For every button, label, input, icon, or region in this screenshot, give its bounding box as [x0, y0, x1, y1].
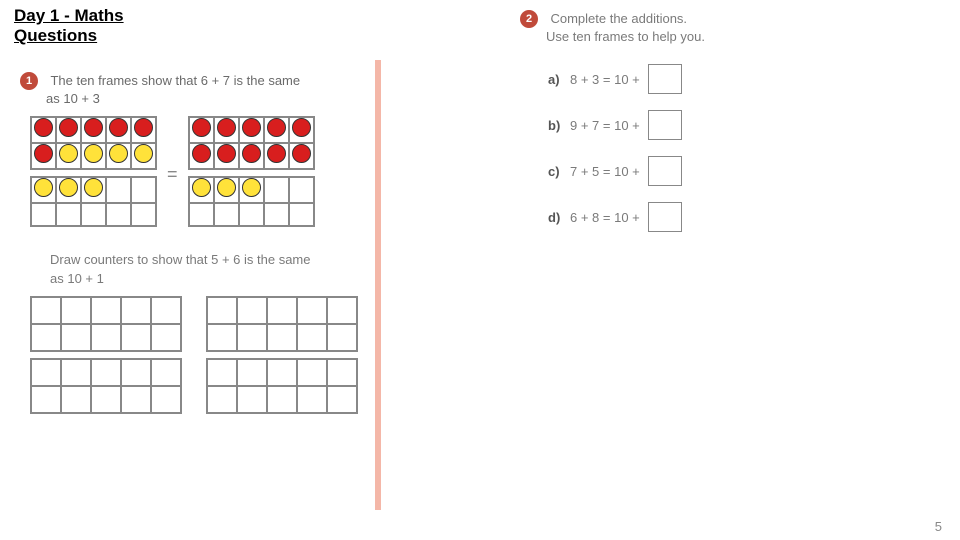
q1-intro-a1: The ten frames show that 6 + 7 is the sa…	[50, 73, 300, 88]
red-counter-icon	[292, 144, 311, 163]
q2-item: b)9 + 7 = 10 +	[548, 110, 870, 140]
yellow-counter-icon	[217, 178, 236, 197]
red-counter-icon	[192, 144, 211, 163]
red-counter-icon	[59, 118, 78, 137]
yellow-counter-icon	[84, 178, 103, 197]
answer-box[interactable]	[648, 110, 682, 140]
yellow-counter-icon	[84, 144, 103, 163]
yellow-counter-icon	[59, 144, 78, 163]
q2-item: c)7 + 5 = 10 +	[548, 156, 870, 186]
q2-line2: Use ten frames to help you.	[546, 28, 870, 46]
tenframe-empty-4[interactable]	[206, 358, 358, 414]
q2-item-label: b)	[548, 118, 570, 133]
yellow-counter-icon	[109, 144, 128, 163]
q1-frames-a: =	[30, 116, 370, 233]
q1-intro-a2: as 10 + 3	[46, 90, 370, 108]
tenframe-right-top	[188, 116, 315, 170]
question-2: 2 Complete the additions. Use ten frames…	[520, 10, 870, 248]
red-counter-icon	[192, 118, 211, 137]
q2-item: a)8 + 3 = 10 +	[548, 64, 870, 94]
q1-intro-b1: Draw counters to show that 5 + 6 is the …	[50, 251, 370, 269]
page-number: 5	[935, 519, 942, 534]
tenframe-right-bottom	[188, 176, 315, 227]
q2-item-label: d)	[548, 210, 570, 225]
page-title: Day 1 - Maths Questions	[14, 6, 124, 47]
red-counter-icon	[242, 118, 261, 137]
yellow-counter-icon	[34, 178, 53, 197]
red-counter-icon	[267, 144, 286, 163]
yellow-counter-icon	[134, 144, 153, 163]
red-counter-icon	[134, 118, 153, 137]
q1-frames-b	[30, 296, 370, 420]
tenframe-empty-3[interactable]	[206, 296, 358, 352]
center-divider	[375, 60, 381, 510]
q2-item-equation: 8 + 3 = 10 +	[570, 72, 640, 87]
red-counter-icon	[84, 118, 103, 137]
tenframe-empty-1[interactable]	[30, 296, 182, 352]
red-counter-icon	[217, 118, 236, 137]
red-counter-icon	[267, 118, 286, 137]
answer-box[interactable]	[648, 64, 682, 94]
red-counter-icon	[34, 144, 53, 163]
q2-item: d)6 + 8 = 10 +	[548, 202, 870, 232]
q1-intro-b2: as 10 + 1	[50, 270, 370, 288]
q1-badge: 1	[20, 72, 38, 90]
red-counter-icon	[242, 144, 261, 163]
answer-box[interactable]	[648, 156, 682, 186]
question-1: 1 The ten frames show that 6 + 7 is the …	[20, 72, 370, 420]
tenframe-left-bottom	[30, 176, 157, 227]
q2-item-equation: 7 + 5 = 10 +	[570, 164, 640, 179]
red-counter-icon	[109, 118, 128, 137]
answer-box[interactable]	[648, 202, 682, 232]
tenframe-empty-2[interactable]	[30, 358, 182, 414]
q2-item-label: c)	[548, 164, 570, 179]
tenframe-left-top	[30, 116, 157, 170]
q2-badge: 2	[520, 10, 538, 28]
yellow-counter-icon	[59, 178, 78, 197]
yellow-counter-icon	[242, 178, 261, 197]
red-counter-icon	[217, 144, 236, 163]
red-counter-icon	[34, 118, 53, 137]
q2-item-equation: 6 + 8 = 10 +	[570, 210, 640, 225]
yellow-counter-icon	[192, 178, 211, 197]
equals-sign: =	[167, 164, 178, 185]
red-counter-icon	[292, 118, 311, 137]
q2-item-equation: 9 + 7 = 10 +	[570, 118, 640, 133]
q2-line1: Complete the additions.	[550, 11, 687, 26]
q2-item-label: a)	[548, 72, 570, 87]
